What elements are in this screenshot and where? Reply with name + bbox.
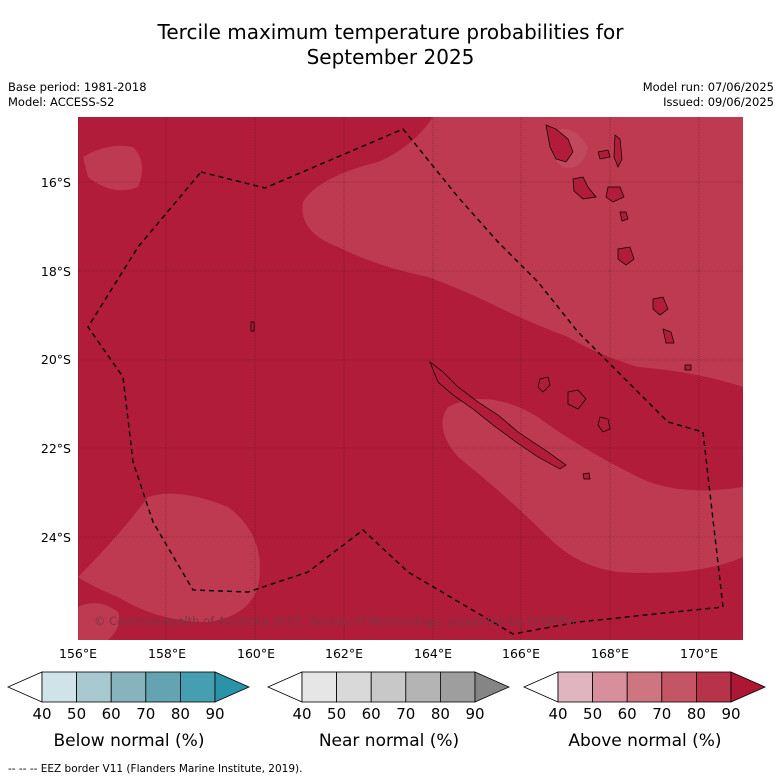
vanuatu-island bbox=[617, 246, 635, 266]
issued-date: Issued: 09/06/2025 bbox=[663, 95, 774, 109]
colorbar-tick-label: 80 bbox=[686, 705, 706, 723]
lon-label: 162°E bbox=[324, 646, 364, 661]
lat-label: 16°S bbox=[40, 175, 71, 190]
graticule bbox=[78, 117, 743, 640]
vanuatu-island bbox=[572, 176, 597, 200]
lat-label: 20°S bbox=[40, 352, 71, 367]
above-70-region bbox=[83, 145, 142, 191]
model-run: Model run: 07/06/2025 bbox=[642, 80, 774, 94]
base-period: Base period: 1981-2018 bbox=[8, 80, 147, 94]
colorbar-segment bbox=[626, 671, 663, 703]
colorbar-tick-label: 40 bbox=[32, 705, 52, 723]
colorbar-segment bbox=[76, 671, 112, 703]
copyright-notice: © Commonwealth of Australia 2025, Bureau… bbox=[94, 614, 579, 628]
vanuatu-island bbox=[619, 211, 629, 222]
meta-left: Base period: 1981-2018 Model: ACCESS-S2 bbox=[8, 80, 147, 110]
colorbar-segment bbox=[696, 671, 732, 703]
loyalty-island bbox=[567, 389, 587, 410]
above-70-region bbox=[78, 493, 260, 622]
colorbar-segment bbox=[179, 671, 216, 703]
eez-border bbox=[87, 128, 724, 635]
islet bbox=[684, 364, 692, 371]
colorbar-tick-label: 90 bbox=[205, 705, 225, 723]
colorbar-tick-label: 70 bbox=[136, 705, 156, 723]
colorbar-tick-label: 90 bbox=[721, 705, 741, 723]
vanuatu-island bbox=[597, 149, 611, 160]
loyalty-island bbox=[597, 416, 611, 433]
lon-label: 158°E bbox=[147, 646, 187, 661]
colorbar-segment bbox=[336, 671, 372, 703]
colorbar-extend-low bbox=[523, 671, 559, 703]
colorbar-segment bbox=[41, 671, 77, 703]
colorbar-tick-label: 60 bbox=[617, 705, 637, 723]
colorbar-tick-label: 80 bbox=[430, 705, 450, 723]
above-70-region bbox=[302, 117, 743, 387]
below-normal-label: Below normal (%) bbox=[53, 731, 205, 751]
colorbars bbox=[7, 671, 766, 703]
colorbar-extend-high bbox=[730, 671, 766, 703]
lon-label: 170°E bbox=[679, 646, 719, 661]
meta-right: Model run: 07/06/2025 Issued: 09/06/2025 bbox=[643, 80, 774, 110]
lon-label: 156°E bbox=[58, 646, 98, 661]
map-title: Tercile maximum temperature probabilitie… bbox=[0, 20, 781, 70]
lon-label: 168°E bbox=[590, 646, 630, 661]
colorbar-segment bbox=[110, 671, 147, 703]
colorbar-extend-low bbox=[267, 671, 303, 703]
colorbar-segment bbox=[145, 671, 181, 703]
new-caledonia-island bbox=[429, 360, 567, 470]
lat-label: 22°S bbox=[40, 441, 71, 456]
colorbar-tick-label: 60 bbox=[361, 705, 381, 723]
colorbar-tick-label: 50 bbox=[67, 705, 87, 723]
lon-label: 166°E bbox=[501, 646, 541, 661]
colorbar-extend-high bbox=[474, 671, 510, 703]
above-70-region bbox=[78, 603, 120, 640]
islet bbox=[250, 321, 255, 332]
title-line-1: Tercile maximum temperature probabilitie… bbox=[157, 20, 624, 44]
lat-label: 18°S bbox=[40, 264, 71, 279]
lon-label: 164°E bbox=[413, 646, 453, 661]
loyalty-island bbox=[537, 376, 551, 393]
near-normal-label: Near normal (%) bbox=[318, 731, 460, 751]
vanuatu-island bbox=[545, 124, 574, 163]
colorbar-tick-label: 80 bbox=[170, 705, 190, 723]
isle-of-pines bbox=[582, 472, 591, 480]
eez-footnote: -- -- -- EEZ border V11 (Flanders Marine… bbox=[8, 763, 303, 775]
colorbar-tick-label: 50 bbox=[327, 705, 347, 723]
colorbar-tick-label: 60 bbox=[101, 705, 121, 723]
colorbar-tick-label: 40 bbox=[548, 705, 568, 723]
colorbar-segment bbox=[439, 671, 476, 703]
lat-label: 24°S bbox=[40, 530, 71, 545]
vanuatu-island bbox=[613, 134, 623, 168]
colorbar-segment bbox=[405, 671, 441, 703]
probability-map bbox=[78, 117, 743, 640]
colorbar-extend-low bbox=[7, 671, 43, 703]
colorbar-segment bbox=[592, 671, 628, 703]
vanuatu-island bbox=[605, 186, 625, 203]
above-normal-label: Above normal (%) bbox=[568, 731, 722, 751]
colorbar-segment bbox=[661, 671, 697, 703]
colorbar-tick-label: 70 bbox=[652, 705, 672, 723]
colorbar-extend-high bbox=[214, 671, 250, 703]
colorbar-tick-label: 90 bbox=[465, 705, 485, 723]
title-line-2: September 2025 bbox=[306, 45, 475, 69]
colorbar-tick-label: 50 bbox=[583, 705, 603, 723]
colorbar-segment bbox=[557, 671, 593, 703]
model-name: Model: ACCESS-S2 bbox=[8, 95, 115, 109]
colorbar-segment bbox=[370, 671, 407, 703]
colorbar-segment bbox=[301, 671, 337, 703]
lon-label: 160°E bbox=[236, 646, 276, 661]
colorbar-tick-label: 40 bbox=[292, 705, 312, 723]
vanuatu-island bbox=[662, 328, 675, 344]
vanuatu-island bbox=[652, 296, 669, 316]
colorbar-tick-label: 70 bbox=[396, 705, 416, 723]
